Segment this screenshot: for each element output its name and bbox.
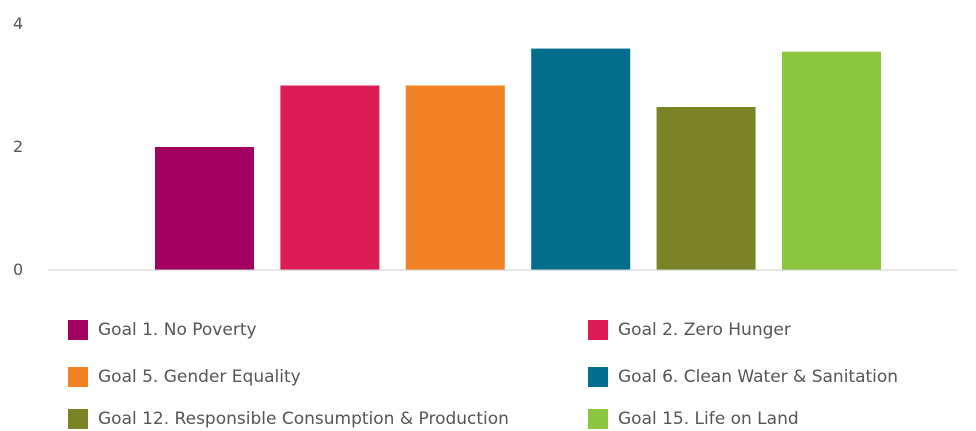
y-tick-label: 4 <box>13 14 23 33</box>
bar <box>531 48 631 270</box>
bar <box>155 147 254 270</box>
bar <box>782 51 881 271</box>
y-tick-label: 0 <box>13 260 23 279</box>
bars <box>155 48 881 271</box>
y-axis-ticks: 0 2 4 <box>13 14 23 279</box>
bar <box>656 107 756 270</box>
bar <box>405 85 505 270</box>
y-tick-label: 2 <box>13 137 23 156</box>
bar <box>280 85 380 270</box>
